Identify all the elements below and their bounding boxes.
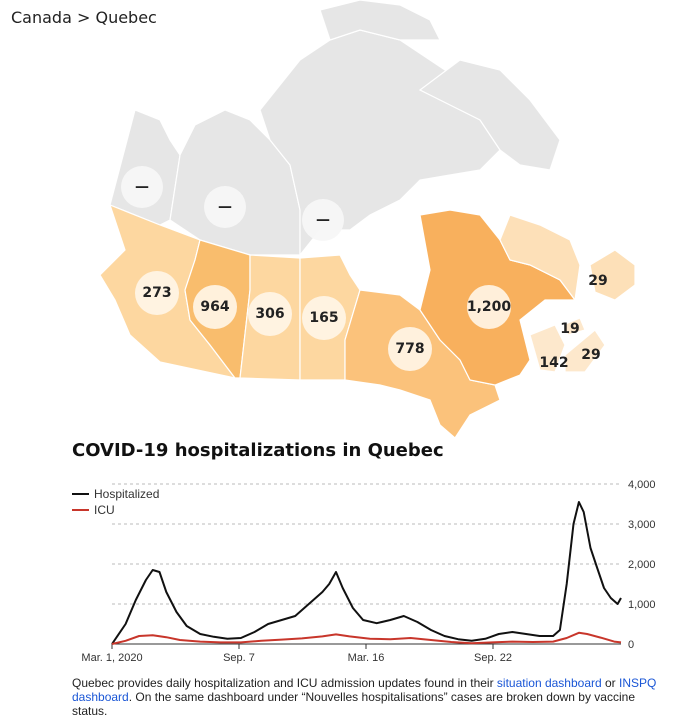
bubble-sk — [248, 292, 292, 336]
bubble-ab — [193, 285, 237, 329]
hospitalization-chart: 0 1,000 2,000 3,000 4,000 Mar. 1, 2020 Sep. 7… — [72, 479, 656, 664]
x-tick-label: Mar. 16 — [348, 652, 385, 664]
breadcrumb: Canada > Quebec — [11, 8, 157, 27]
source-note: Quebec provides daily hospitalization an… — [72, 676, 662, 718]
province-pe[interactable] — [562, 317, 586, 336]
x-tick-label: Mar. 1, 2020 — [81, 652, 142, 664]
value-ns: 29 — [581, 347, 600, 363]
province-ns[interactable] — [564, 329, 606, 373]
grid: 0 1,000 2,000 3,000 4,000 — [112, 479, 656, 651]
newfoundland-island — [589, 249, 636, 301]
value-sk: 306 — [255, 306, 284, 322]
situation-dashboard-link[interactable]: situation dashboard — [496, 676, 602, 690]
bubble-nt — [204, 186, 246, 228]
y-tick-label: 3,000 — [628, 519, 656, 531]
legend-label: Hospitalized — [94, 487, 159, 501]
note-text-3: . On the same dashboard under “Nouvelles… — [72, 690, 635, 718]
value-ab: 964 — [200, 299, 229, 315]
province-nl[interactable] — [499, 214, 581, 302]
breadcrumb-country[interactable]: Canada — [11, 8, 72, 27]
y-tick-label: 4,000 — [628, 479, 656, 491]
x-tick-label: Sep. 7 — [223, 652, 255, 664]
series — [111, 501, 622, 645]
bubble-bc — [135, 271, 179, 315]
x-axis: Mar. 1, 2020 Sep. 7 Mar. 16 Sep. 22 — [81, 643, 621, 664]
value-nl: 29 — [588, 273, 607, 289]
series-line-hospitalized — [111, 501, 622, 645]
value-nt: — — [218, 199, 232, 215]
y-tick-label: 0 — [628, 639, 634, 651]
y-tick-label: 2,000 — [628, 559, 656, 571]
bubble-on — [388, 327, 432, 371]
breadcrumb-separator: > — [71, 8, 96, 27]
legend-label: ICU — [94, 503, 115, 517]
value-pe: 19 — [560, 321, 579, 337]
legend: Hospitalized ICU — [72, 487, 159, 517]
canada-map: — — — 273 964 306 165 778 1,200 29 142 1… — [99, 0, 636, 439]
value-mb: 165 — [309, 310, 338, 326]
note-text-1: Quebec provides daily hospitalization an… — [72, 676, 497, 690]
value-yt: — — [135, 179, 149, 195]
province-nb[interactable] — [529, 324, 566, 373]
breadcrumb-province[interactable]: Quebec — [95, 8, 157, 27]
chart-title: COVID-19 hospitalizations in Quebec — [72, 440, 444, 461]
bubble-mb — [302, 296, 346, 340]
x-tick-label: Sep. 22 — [474, 652, 512, 664]
value-bc: 273 — [142, 285, 171, 301]
bubble-yt — [121, 166, 163, 208]
bubble-qc — [467, 285, 511, 329]
y-tick-label: 1,000 — [628, 599, 656, 611]
series-line-icu — [111, 631, 622, 645]
bubble-nu — [302, 199, 344, 241]
inspq-dashboard-link[interactable]: INSPQ dashboard — [72, 676, 657, 704]
value-qc: 1,200 — [467, 299, 512, 315]
value-on: 778 — [395, 341, 424, 357]
note-text-2: or — [601, 676, 620, 690]
value-nu: — — [316, 212, 330, 228]
arctic-islands — [319, 0, 441, 41]
map-labels: — — — 273 964 306 165 778 1,200 29 142 1… — [121, 166, 608, 371]
baffin-island — [418, 59, 561, 171]
value-nb: 142 — [539, 355, 568, 371]
